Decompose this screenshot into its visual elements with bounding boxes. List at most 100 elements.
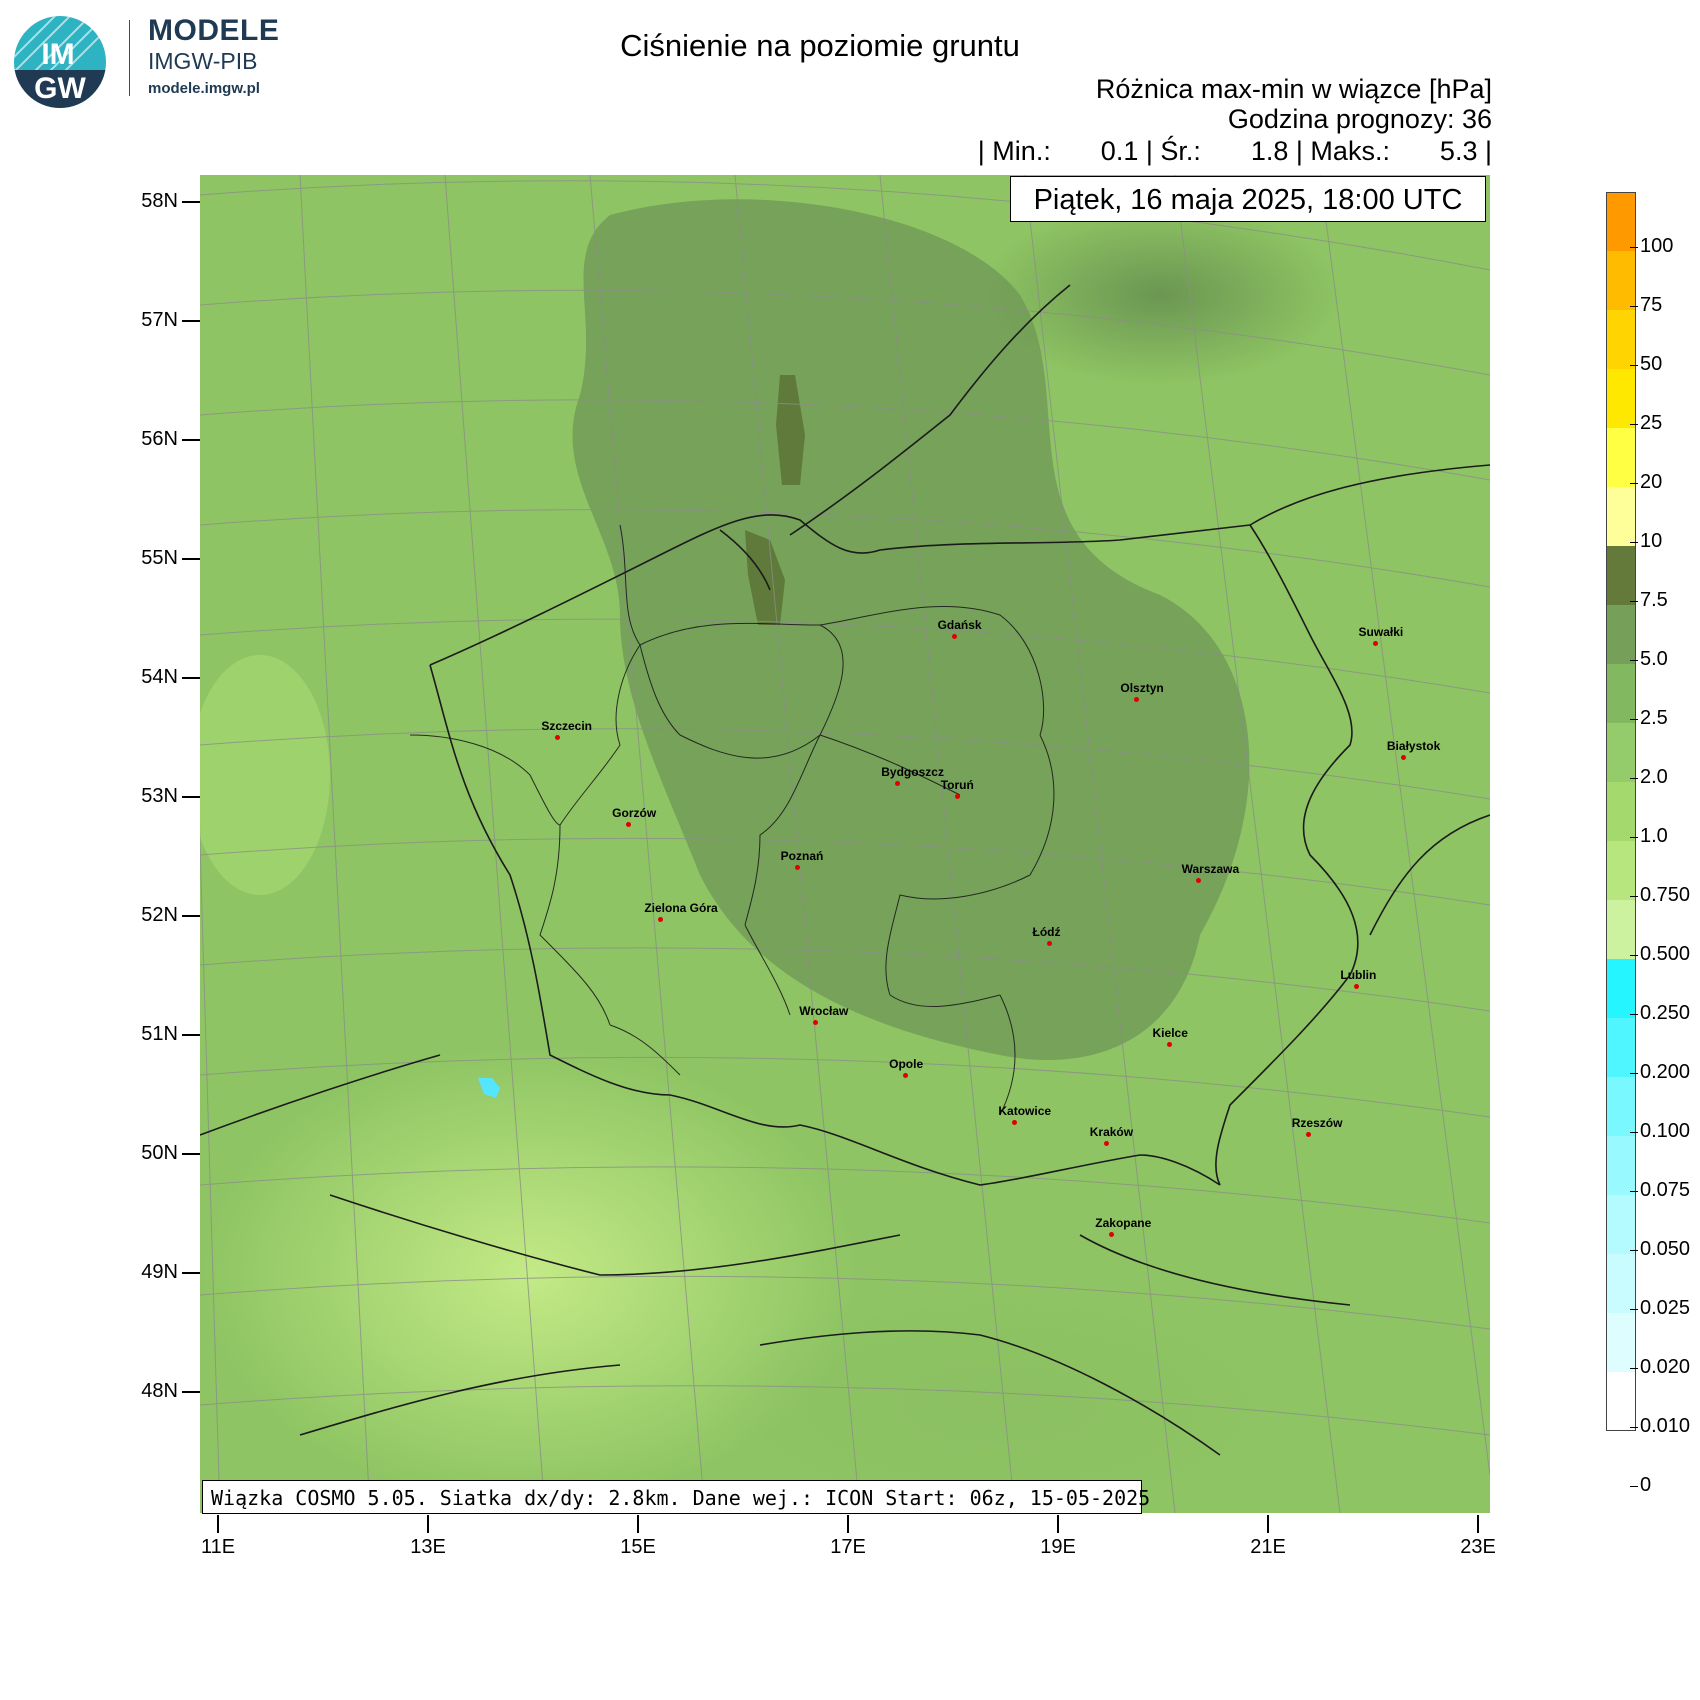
city-label: Poznań xyxy=(780,849,824,864)
colorbar-segment xyxy=(1606,1136,1636,1195)
stat-max-label: | Maks.: xyxy=(1295,136,1390,166)
city-label: Suwałki xyxy=(1358,625,1404,640)
colorbar-segment xyxy=(1606,1372,1636,1431)
colorbar-segment xyxy=(1606,841,1636,900)
colorbar-tick xyxy=(1630,1368,1638,1369)
colorbar-tick xyxy=(1630,365,1638,366)
region-borders xyxy=(409,524,1055,1116)
colorbar-segment xyxy=(1606,1254,1636,1313)
city-marker xyxy=(1400,754,1406,760)
city-label: Białystok xyxy=(1386,738,1441,753)
latitude-label: 54N xyxy=(141,666,178,688)
latitude-tick xyxy=(182,201,200,203)
colorbar-segment xyxy=(1606,1313,1636,1372)
colorbar-label: 10 xyxy=(1640,530,1663,552)
latitude-tick xyxy=(182,677,200,679)
colorbar-tick xyxy=(1630,1191,1638,1192)
colorbar-label: 1.0 xyxy=(1640,825,1668,847)
colorbar-segment xyxy=(1606,664,1636,723)
city-marker xyxy=(1354,983,1360,989)
colorbar-tick xyxy=(1630,837,1638,838)
colorbar-segment xyxy=(1606,959,1636,1018)
latitude-label: 58N xyxy=(141,190,178,212)
colorbar-segment xyxy=(1606,1077,1636,1136)
city-marker xyxy=(1012,1120,1018,1126)
city-label: Kielce xyxy=(1152,1026,1188,1041)
latitude-label: 53N xyxy=(141,785,178,807)
colorbar-tick xyxy=(1630,1073,1638,1074)
colorbar-tick xyxy=(1630,1014,1638,1015)
colorbar-label: 0.100 xyxy=(1640,1120,1691,1142)
city-marker xyxy=(895,781,901,787)
colorbar-segment xyxy=(1606,310,1636,369)
colorbar-tick xyxy=(1630,483,1638,484)
colorbar-segment xyxy=(1606,723,1636,782)
city-label: Zakopane xyxy=(1095,1215,1152,1230)
colorbar-label: 5.0 xyxy=(1640,648,1668,670)
city-label: Gorzów xyxy=(612,805,657,820)
longitude-label: 21E xyxy=(1250,1536,1286,1558)
colorbar-label: 0.750 xyxy=(1640,884,1691,906)
colorbar-tick xyxy=(1630,896,1638,897)
city-marker xyxy=(555,734,561,740)
imgw-logo: IM GW xyxy=(14,16,106,108)
colorbar-tick xyxy=(1630,955,1638,956)
stat-avg-label: | Śr.: xyxy=(1145,136,1201,166)
latitude-tick xyxy=(182,320,200,322)
colorbar-segment xyxy=(1606,251,1636,310)
colorbar-label: 0.250 xyxy=(1640,1002,1691,1024)
city-label: Katowice xyxy=(998,1104,1052,1119)
longitude-tick xyxy=(637,1515,639,1533)
latitude-label: 50N xyxy=(141,1142,178,1164)
latitude-tick xyxy=(182,439,200,441)
colorbar-label: 0.200 xyxy=(1640,1061,1691,1083)
page-title: Ciśnienie na poziomie gruntu xyxy=(620,28,1020,63)
colorbar-tick xyxy=(1630,1427,1638,1428)
colorbar-tick xyxy=(1630,247,1638,248)
colorbar-label: 0 xyxy=(1640,1474,1652,1496)
longitude-tick xyxy=(1267,1515,1269,1533)
country-borders xyxy=(200,284,1490,1456)
longitude-label: 23E xyxy=(1460,1536,1496,1558)
colorbar-segment xyxy=(1606,192,1636,251)
logo-text-bottom: GW xyxy=(34,72,86,105)
colorbar-label: 0.010 xyxy=(1640,1415,1691,1437)
field-area-min xyxy=(478,1078,500,1098)
colorbar-tick xyxy=(1630,1250,1638,1251)
longitude-tick xyxy=(1477,1515,1479,1533)
colorbar-segment xyxy=(1606,1018,1636,1077)
colorbar-segment xyxy=(1606,546,1636,605)
city-label: Łódź xyxy=(1032,924,1061,939)
city-label: Zielona Góra xyxy=(644,900,718,915)
colorbar-segment xyxy=(1606,900,1636,959)
colorbar-label: 0.025 xyxy=(1640,1297,1691,1319)
longitude-label: 13E xyxy=(410,1536,446,1558)
latitude-tick xyxy=(182,915,200,917)
city-marker xyxy=(951,634,957,640)
brand-title: MODELE xyxy=(148,14,280,47)
colorbar-tick xyxy=(1630,601,1638,602)
field-area-light-southwest xyxy=(200,1045,860,1505)
city-marker xyxy=(813,1019,819,1025)
colorbar-tick xyxy=(1630,719,1638,720)
stat-end: | xyxy=(1484,136,1492,166)
city-marker xyxy=(1195,878,1201,884)
city-marker xyxy=(1103,1141,1109,1147)
city-marker xyxy=(1166,1042,1172,1048)
stat-min-label: | Min.: xyxy=(977,136,1051,166)
colorbar-label: 0.050 xyxy=(1640,1238,1691,1260)
latitude-tick xyxy=(182,796,200,798)
latitude-label: 49N xyxy=(141,1261,178,1283)
city-label: Gdańsk xyxy=(937,618,982,633)
latitude-tick xyxy=(182,558,200,560)
colorbar-tick xyxy=(1630,778,1638,779)
colorbar-segment xyxy=(1606,1195,1636,1254)
colorbar-tick xyxy=(1630,1132,1638,1133)
city-marker xyxy=(1305,1132,1311,1138)
colorbar-label: 100 xyxy=(1640,235,1674,257)
latitude-label: 56N xyxy=(141,428,178,450)
brand-url: modele.imgw.pl xyxy=(148,80,260,97)
longitude-label: 17E xyxy=(830,1536,866,1558)
brand-separator xyxy=(129,20,130,96)
logo-text-top: IM xyxy=(41,38,74,71)
